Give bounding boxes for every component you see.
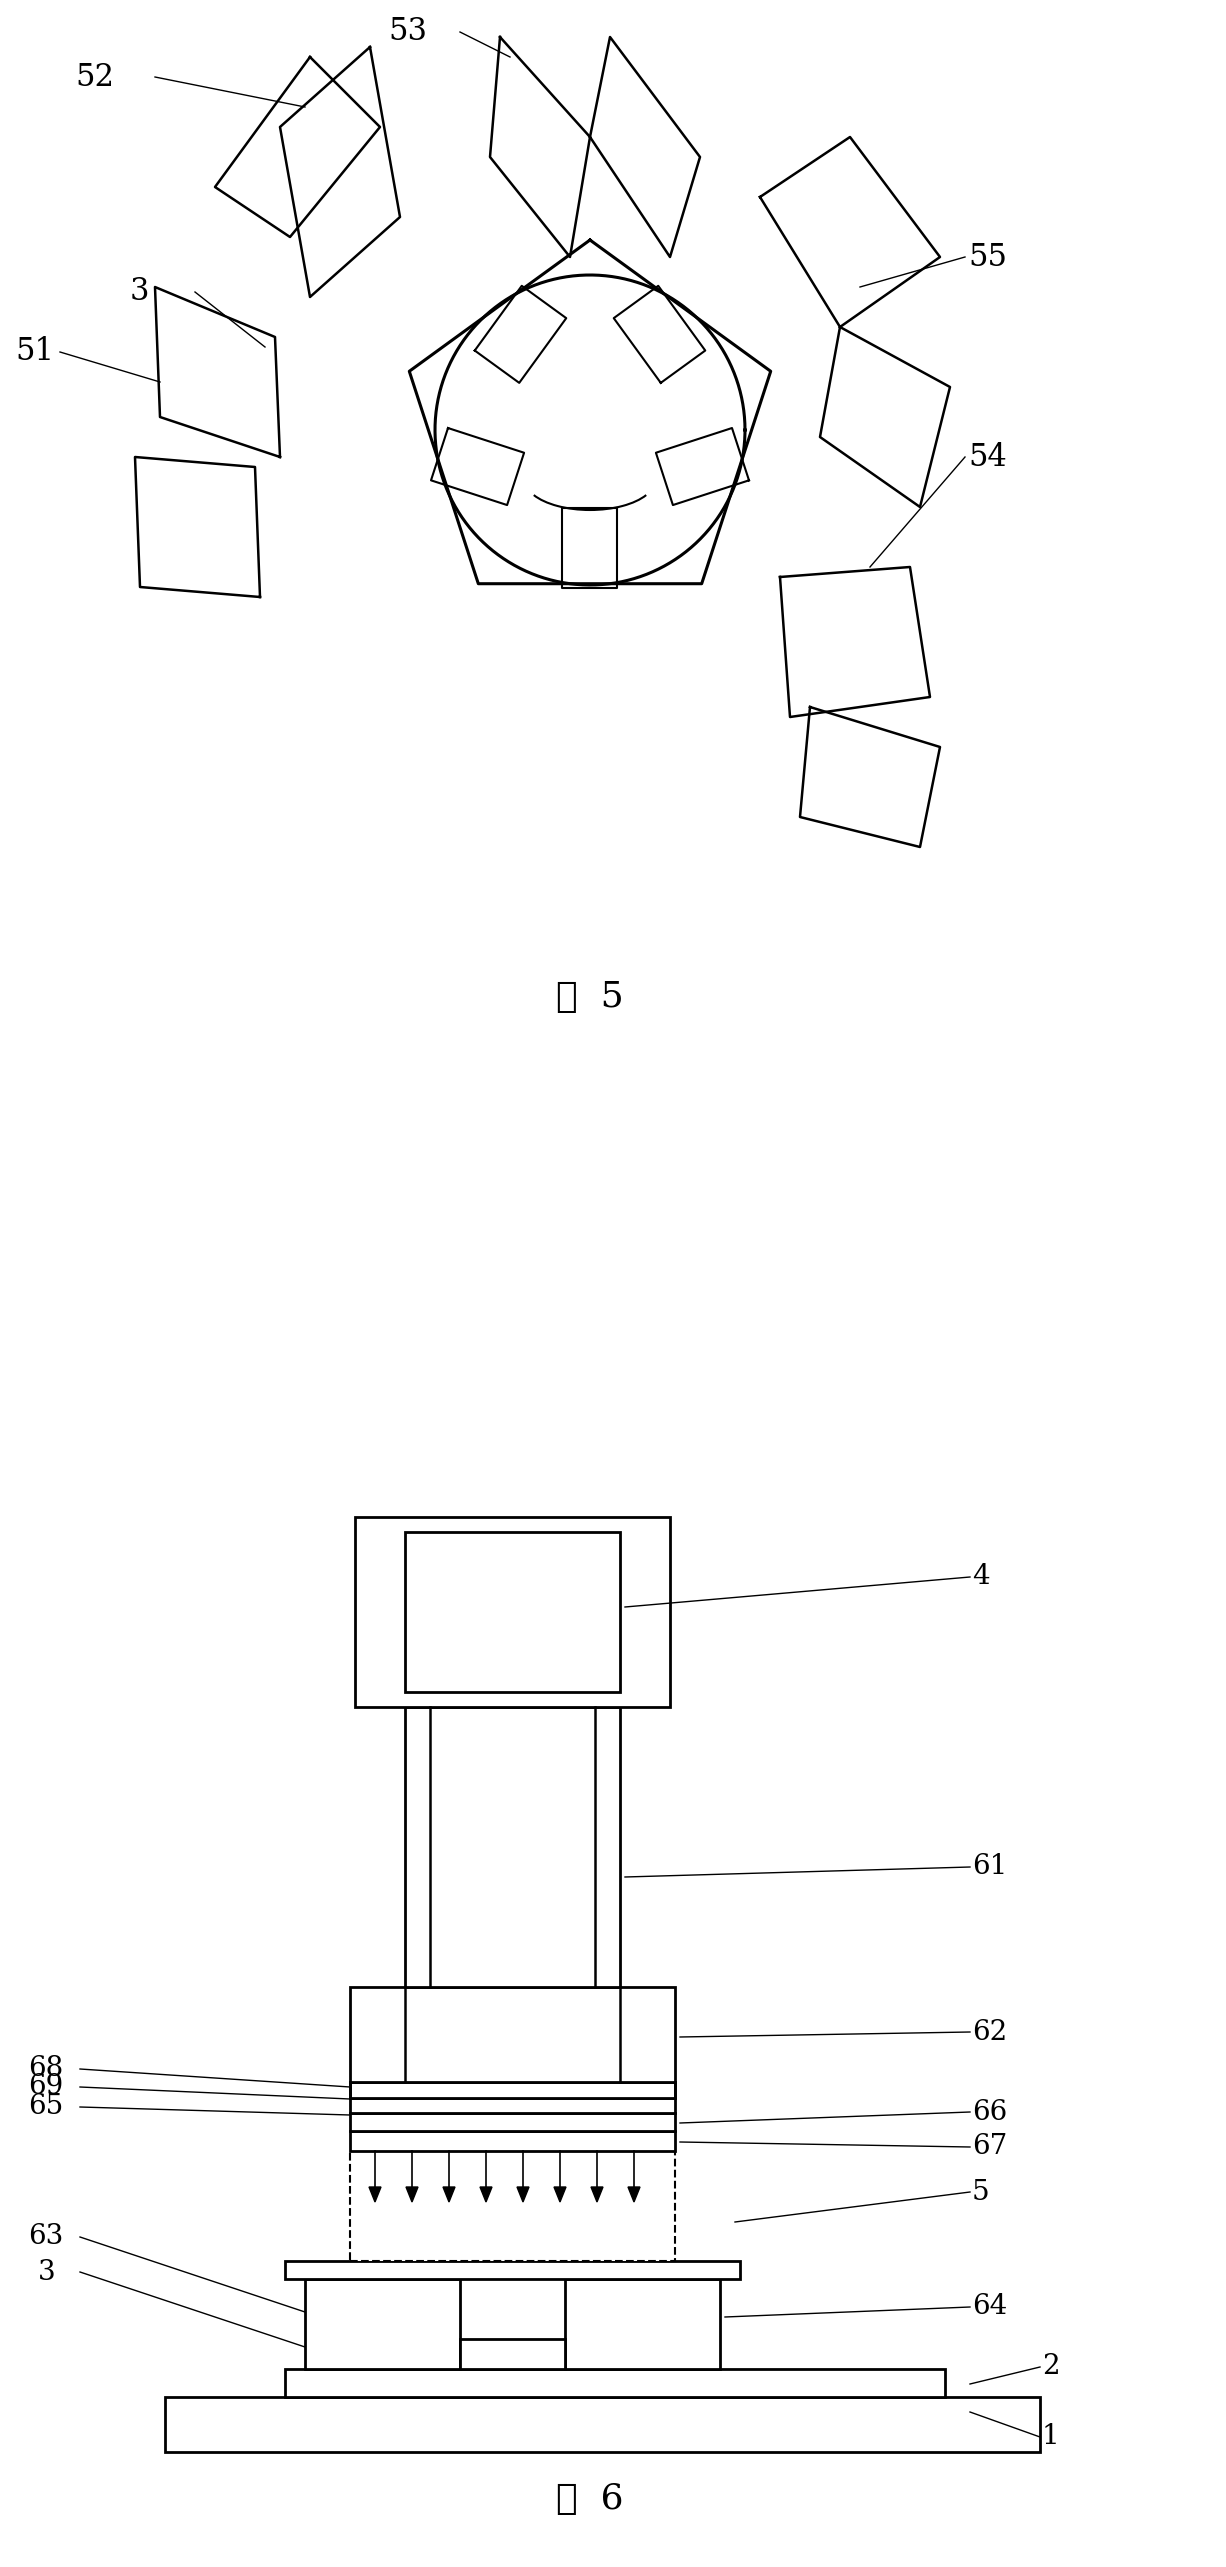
Text: 66: 66 [972, 2097, 1008, 2125]
Bar [405, 1707, 620, 1987]
Text: 3: 3 [38, 2259, 55, 2285]
Text: 67: 67 [972, 2133, 1008, 2161]
Text: 61: 61 [972, 1853, 1008, 1882]
Text: 2: 2 [1042, 2354, 1059, 2380]
Text: 63: 63 [28, 2223, 64, 2251]
Text: 54: 54 [969, 442, 1007, 472]
Text: 62: 62 [972, 2018, 1008, 2046]
Bar [405, 1532, 620, 1692]
Text: 4: 4 [972, 1563, 989, 1592]
Bar [349, 2113, 676, 2131]
Bar [565, 2279, 720, 2369]
Text: 53: 53 [387, 15, 427, 49]
Bar [284, 2369, 945, 2398]
Text: 69: 69 [28, 2074, 64, 2100]
Polygon shape [554, 2187, 566, 2202]
Text: 68: 68 [28, 2056, 64, 2082]
Bar [349, 2082, 676, 2097]
Polygon shape [406, 2187, 418, 2202]
Text: 64: 64 [972, 2292, 1008, 2321]
Bar [284, 2262, 741, 2279]
Polygon shape [628, 2187, 640, 2202]
Text: 图  5: 图 5 [557, 981, 624, 1014]
Text: 3: 3 [130, 277, 150, 308]
Text: 5: 5 [972, 2179, 989, 2205]
Text: 图  6: 图 6 [557, 2482, 624, 2516]
Text: 51: 51 [15, 336, 54, 367]
Polygon shape [369, 2187, 381, 2202]
Bar [349, 1987, 676, 2082]
Polygon shape [517, 2187, 528, 2202]
Polygon shape [481, 2187, 492, 2202]
Bar [349, 2131, 676, 2151]
Text: 55: 55 [969, 241, 1007, 272]
Bar [349, 2097, 676, 2113]
Bar [460, 2339, 565, 2369]
Bar [349, 2151, 676, 2262]
Polygon shape [443, 2187, 455, 2202]
Text: 65: 65 [28, 2095, 64, 2120]
Bar [305, 2279, 460, 2369]
Polygon shape [591, 2187, 603, 2202]
Text: 52: 52 [75, 62, 114, 92]
Bar [166, 2398, 1040, 2451]
Text: 1: 1 [1042, 2423, 1059, 2451]
Bar [356, 1517, 669, 1707]
